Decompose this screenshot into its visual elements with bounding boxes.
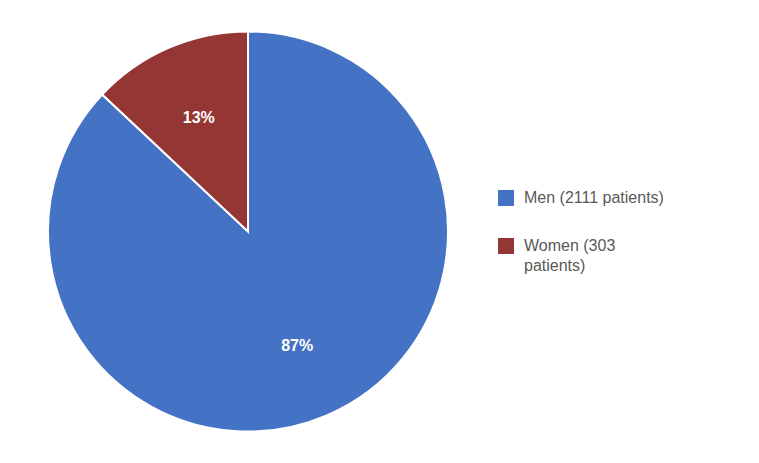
html-text:patients): patients) xyxy=(524,256,586,274)
svg-text:13%: 13% xyxy=(183,109,215,126)
html-text:Women (303: Women (303 xyxy=(524,236,616,254)
svg-text:87%: 87% xyxy=(281,337,313,354)
html-text:Men (2111 patients): Men (2111 patients) xyxy=(524,188,664,206)
